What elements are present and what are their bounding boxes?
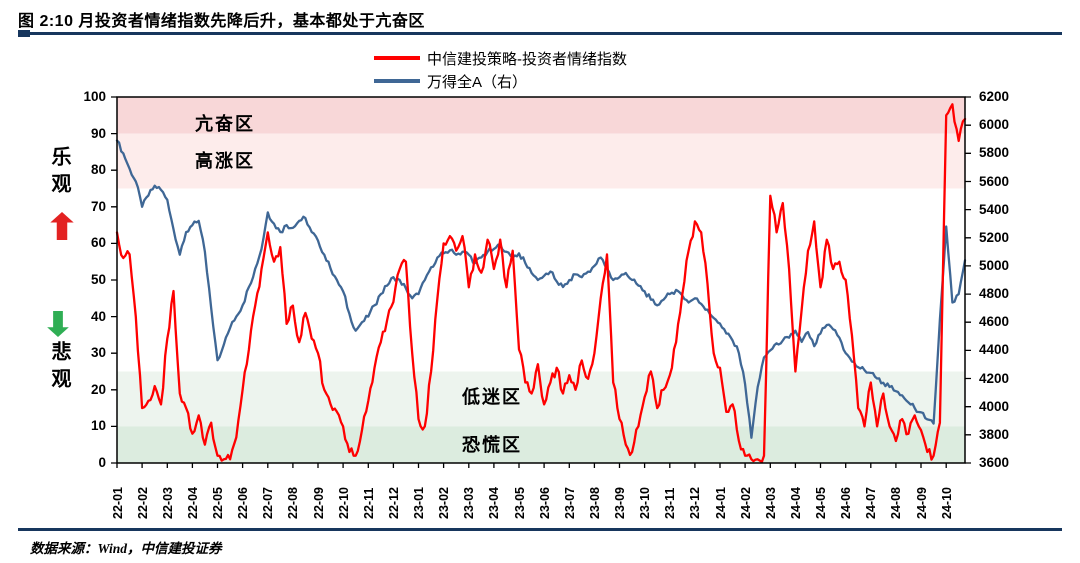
- axis-ticks: [111, 96, 971, 468]
- zone-band-3: [117, 426, 965, 463]
- zone-band-0: [117, 97, 965, 134]
- wind-all-a-line-swatch-icon: [374, 79, 420, 83]
- zone-label-euphoric: 亢奋区: [195, 114, 255, 134]
- zone-band-1: [117, 133, 965, 189]
- down-arrow-icon: [47, 311, 69, 337]
- zone-label-depressed: 低迷区: [462, 387, 522, 407]
- footer-rule: [18, 528, 1062, 531]
- legend-label-sentiment: 中信建投策略-投资者情绪指数: [427, 51, 627, 68]
- footer-source: 数据来源：Wind，中信建投证券: [30, 541, 222, 556]
- page-title: 图 2:10 月投资者情绪指数先降后升，基本都处于亢奋区: [18, 13, 425, 30]
- optimistic-label: 乐观: [48, 146, 70, 200]
- title-rule: [18, 32, 1062, 35]
- pessimistic-label: 悲观: [48, 341, 70, 395]
- sentiment-line: [115, 103, 967, 464]
- legend-label-wind-all-a: 万得全A（右）: [427, 74, 528, 91]
- zone-label-elevated: 高涨区: [195, 151, 255, 171]
- up-arrow-icon: [50, 212, 74, 240]
- wind-all-a-line: [115, 139, 967, 439]
- sentiment-line-swatch-icon: [374, 56, 420, 60]
- zone-label-panic: 恐慌区: [462, 435, 522, 455]
